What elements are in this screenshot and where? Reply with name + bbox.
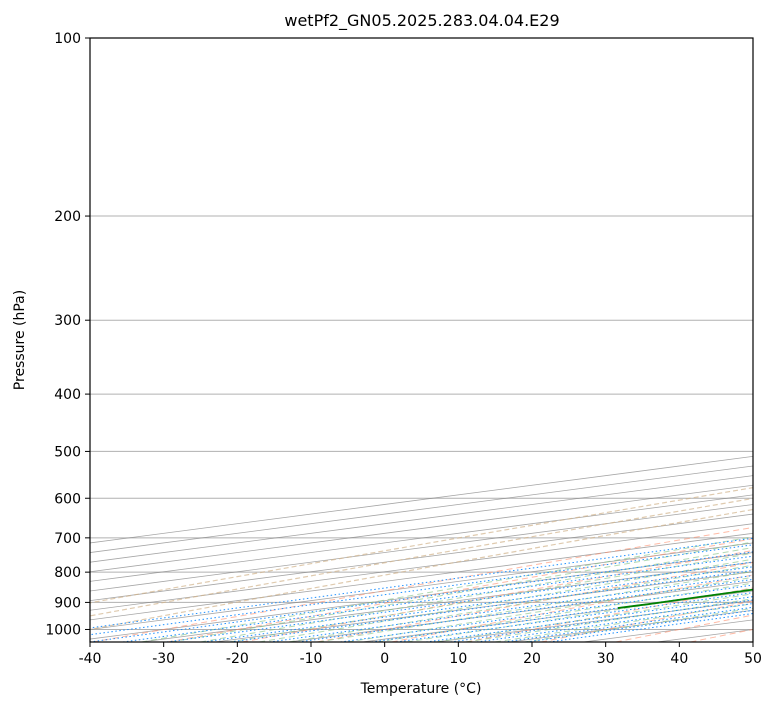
mixing-ratio-line (166, 561, 753, 642)
moist-adiabat (494, 603, 753, 642)
mixing-ratio-line (122, 555, 753, 642)
x-tick-label: -30 (152, 651, 175, 667)
isotherm-line (90, 504, 753, 592)
moist-adiabat (229, 552, 753, 642)
x-axis-title: Temperature (°C) (360, 681, 482, 697)
axis-ticks: -40 -30 -20 -10 0 10 20 30 40 50 100 200 300 400 500 60… (45, 31, 762, 667)
dry-adiabat (92, 526, 753, 642)
plot-frame (89, 37, 754, 643)
chart-title: wetPf2_GN05.2025.283.04.04.E29 (284, 11, 559, 31)
y-tick-label: 600 (54, 491, 81, 507)
y-tick-label: 400 (54, 387, 81, 403)
y-tick-label: 700 (54, 531, 81, 547)
isotherm-line (90, 465, 753, 553)
mixing-ratio-line (203, 566, 753, 642)
y-tick-label: 900 (54, 595, 81, 611)
background-lines (90, 38, 753, 642)
x-tick-label: 50 (744, 651, 762, 667)
dry-adiabat (466, 587, 753, 642)
isotherm-line (90, 513, 753, 602)
mixing-ratio-line (526, 609, 753, 642)
x-tick-label: -10 (300, 651, 323, 667)
x-tick-label: -40 (79, 651, 102, 667)
y-tick-label: 500 (54, 444, 81, 460)
moist-adiabat (465, 598, 753, 642)
mixing-ratio-line (503, 606, 753, 642)
x-tick-label: -20 (226, 651, 249, 667)
isotherm-line (90, 484, 753, 573)
x-tick-label: 20 (523, 651, 541, 667)
moist-adiabat (200, 546, 753, 642)
x-tick-label: 40 (670, 651, 688, 667)
moist-adiabat (170, 541, 753, 642)
y-tick-label: 200 (54, 209, 81, 225)
mixing-ratio-line (476, 603, 753, 642)
isotherm-line (90, 455, 753, 544)
x-tick-label: 30 (597, 651, 615, 667)
mixing-ratio-line (90, 544, 753, 636)
isotherm-line (90, 523, 753, 611)
y-tick-label: 100 (54, 31, 81, 47)
y-tick-label: 300 (54, 313, 81, 329)
isotherm-line (90, 475, 753, 563)
y-tick-label: 800 (54, 565, 81, 581)
x-tick-label: 0 (380, 651, 389, 667)
mixing-ratio-line (90, 551, 753, 642)
ice-bulb-line (90, 508, 753, 631)
mixing-ratio-line (549, 612, 753, 642)
moist-adiabat (318, 570, 753, 642)
isotherm-line (90, 532, 753, 621)
moist-adiabat (376, 582, 753, 642)
y-axis-title: Pressure (hPa) (12, 290, 28, 390)
y-tick-label: 1000 (45, 622, 81, 638)
isotherm-line (90, 494, 753, 582)
x-tick-label: 10 (449, 651, 467, 667)
ice-bulb-line (90, 487, 753, 604)
dry-adiabat (242, 549, 753, 642)
mixing-ratio-line (229, 569, 753, 642)
moist-adiabat (288, 564, 753, 642)
